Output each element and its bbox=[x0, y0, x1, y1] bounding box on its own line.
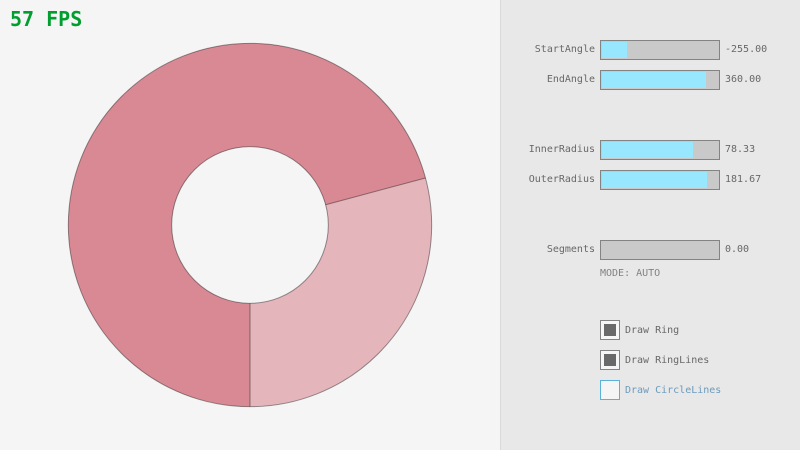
ring-edge-line-start bbox=[325, 177, 426, 206]
fps-counter: 57 FPS bbox=[10, 7, 83, 31]
segments-mode-text: MODE: AUTO bbox=[600, 268, 661, 279]
checkbox-box-draw-circlelines[interactable] bbox=[600, 380, 620, 400]
slider-label-outer-radius: OuterRadius bbox=[528, 174, 595, 185]
slider-bar-start-angle[interactable] bbox=[600, 40, 720, 60]
checkbox-label-draw-circlelines: Draw CircleLines bbox=[625, 384, 722, 396]
checkmark bbox=[604, 354, 616, 366]
checkbox-box-draw-ring[interactable] bbox=[600, 320, 620, 340]
slider-fill bbox=[602, 172, 707, 188]
slider-value-start-angle: -255.00 bbox=[725, 44, 768, 55]
slider-fill bbox=[602, 72, 706, 88]
ring-inner-outline bbox=[171, 146, 329, 304]
checkbox-label-draw-ringlines: Draw RingLines bbox=[625, 354, 710, 366]
checkbox-draw-circlelines[interactable]: Draw CircleLines bbox=[600, 380, 721, 400]
slider-fill bbox=[602, 42, 627, 58]
checkbox-draw-ring[interactable]: Draw Ring bbox=[600, 320, 679, 340]
ring-outer-outline bbox=[67, 42, 433, 408]
slider-row-segments: Segments 0.00 bbox=[501, 240, 800, 260]
slider-label-end-angle: EndAngle bbox=[546, 74, 595, 85]
slider-row-outer-radius: OuterRadius 181.67 bbox=[501, 170, 800, 190]
slider-label-start-angle: StartAngle bbox=[534, 44, 595, 55]
checkmark bbox=[604, 324, 616, 336]
slider-row-inner-radius: InnerRadius 78.33 bbox=[501, 140, 800, 160]
slider-value-end-angle: 360.00 bbox=[725, 74, 762, 85]
slider-bar-segments[interactable] bbox=[600, 240, 720, 260]
slider-bar-inner-radius[interactable] bbox=[600, 140, 720, 160]
slider-value-inner-radius: 78.33 bbox=[725, 144, 756, 155]
slider-bar-outer-radius[interactable] bbox=[600, 170, 720, 190]
control-panel: StartAngle -255.00 EndAngle 360.00 Inner… bbox=[500, 0, 800, 450]
checkbox-box-draw-ringlines[interactable] bbox=[600, 350, 620, 370]
ring-sector-dark bbox=[68, 43, 426, 407]
slider-value-segments: 0.00 bbox=[725, 244, 750, 255]
slider-row-end-angle: EndAngle 360.00 bbox=[501, 70, 800, 90]
slider-fill bbox=[602, 142, 693, 158]
ring-sector-light bbox=[250, 177, 432, 407]
checkbox-draw-ringlines[interactable]: Draw RingLines bbox=[600, 350, 709, 370]
slider-row-start-angle: StartAngle -255.00 bbox=[501, 40, 800, 60]
slider-bar-end-angle[interactable] bbox=[600, 70, 720, 90]
slider-label-segments: Segments bbox=[546, 244, 595, 255]
checkbox-label-draw-ring: Draw Ring bbox=[625, 324, 680, 336]
slider-value-outer-radius: 181.67 bbox=[725, 174, 762, 185]
slider-label-inner-radius: InnerRadius bbox=[528, 144, 595, 155]
